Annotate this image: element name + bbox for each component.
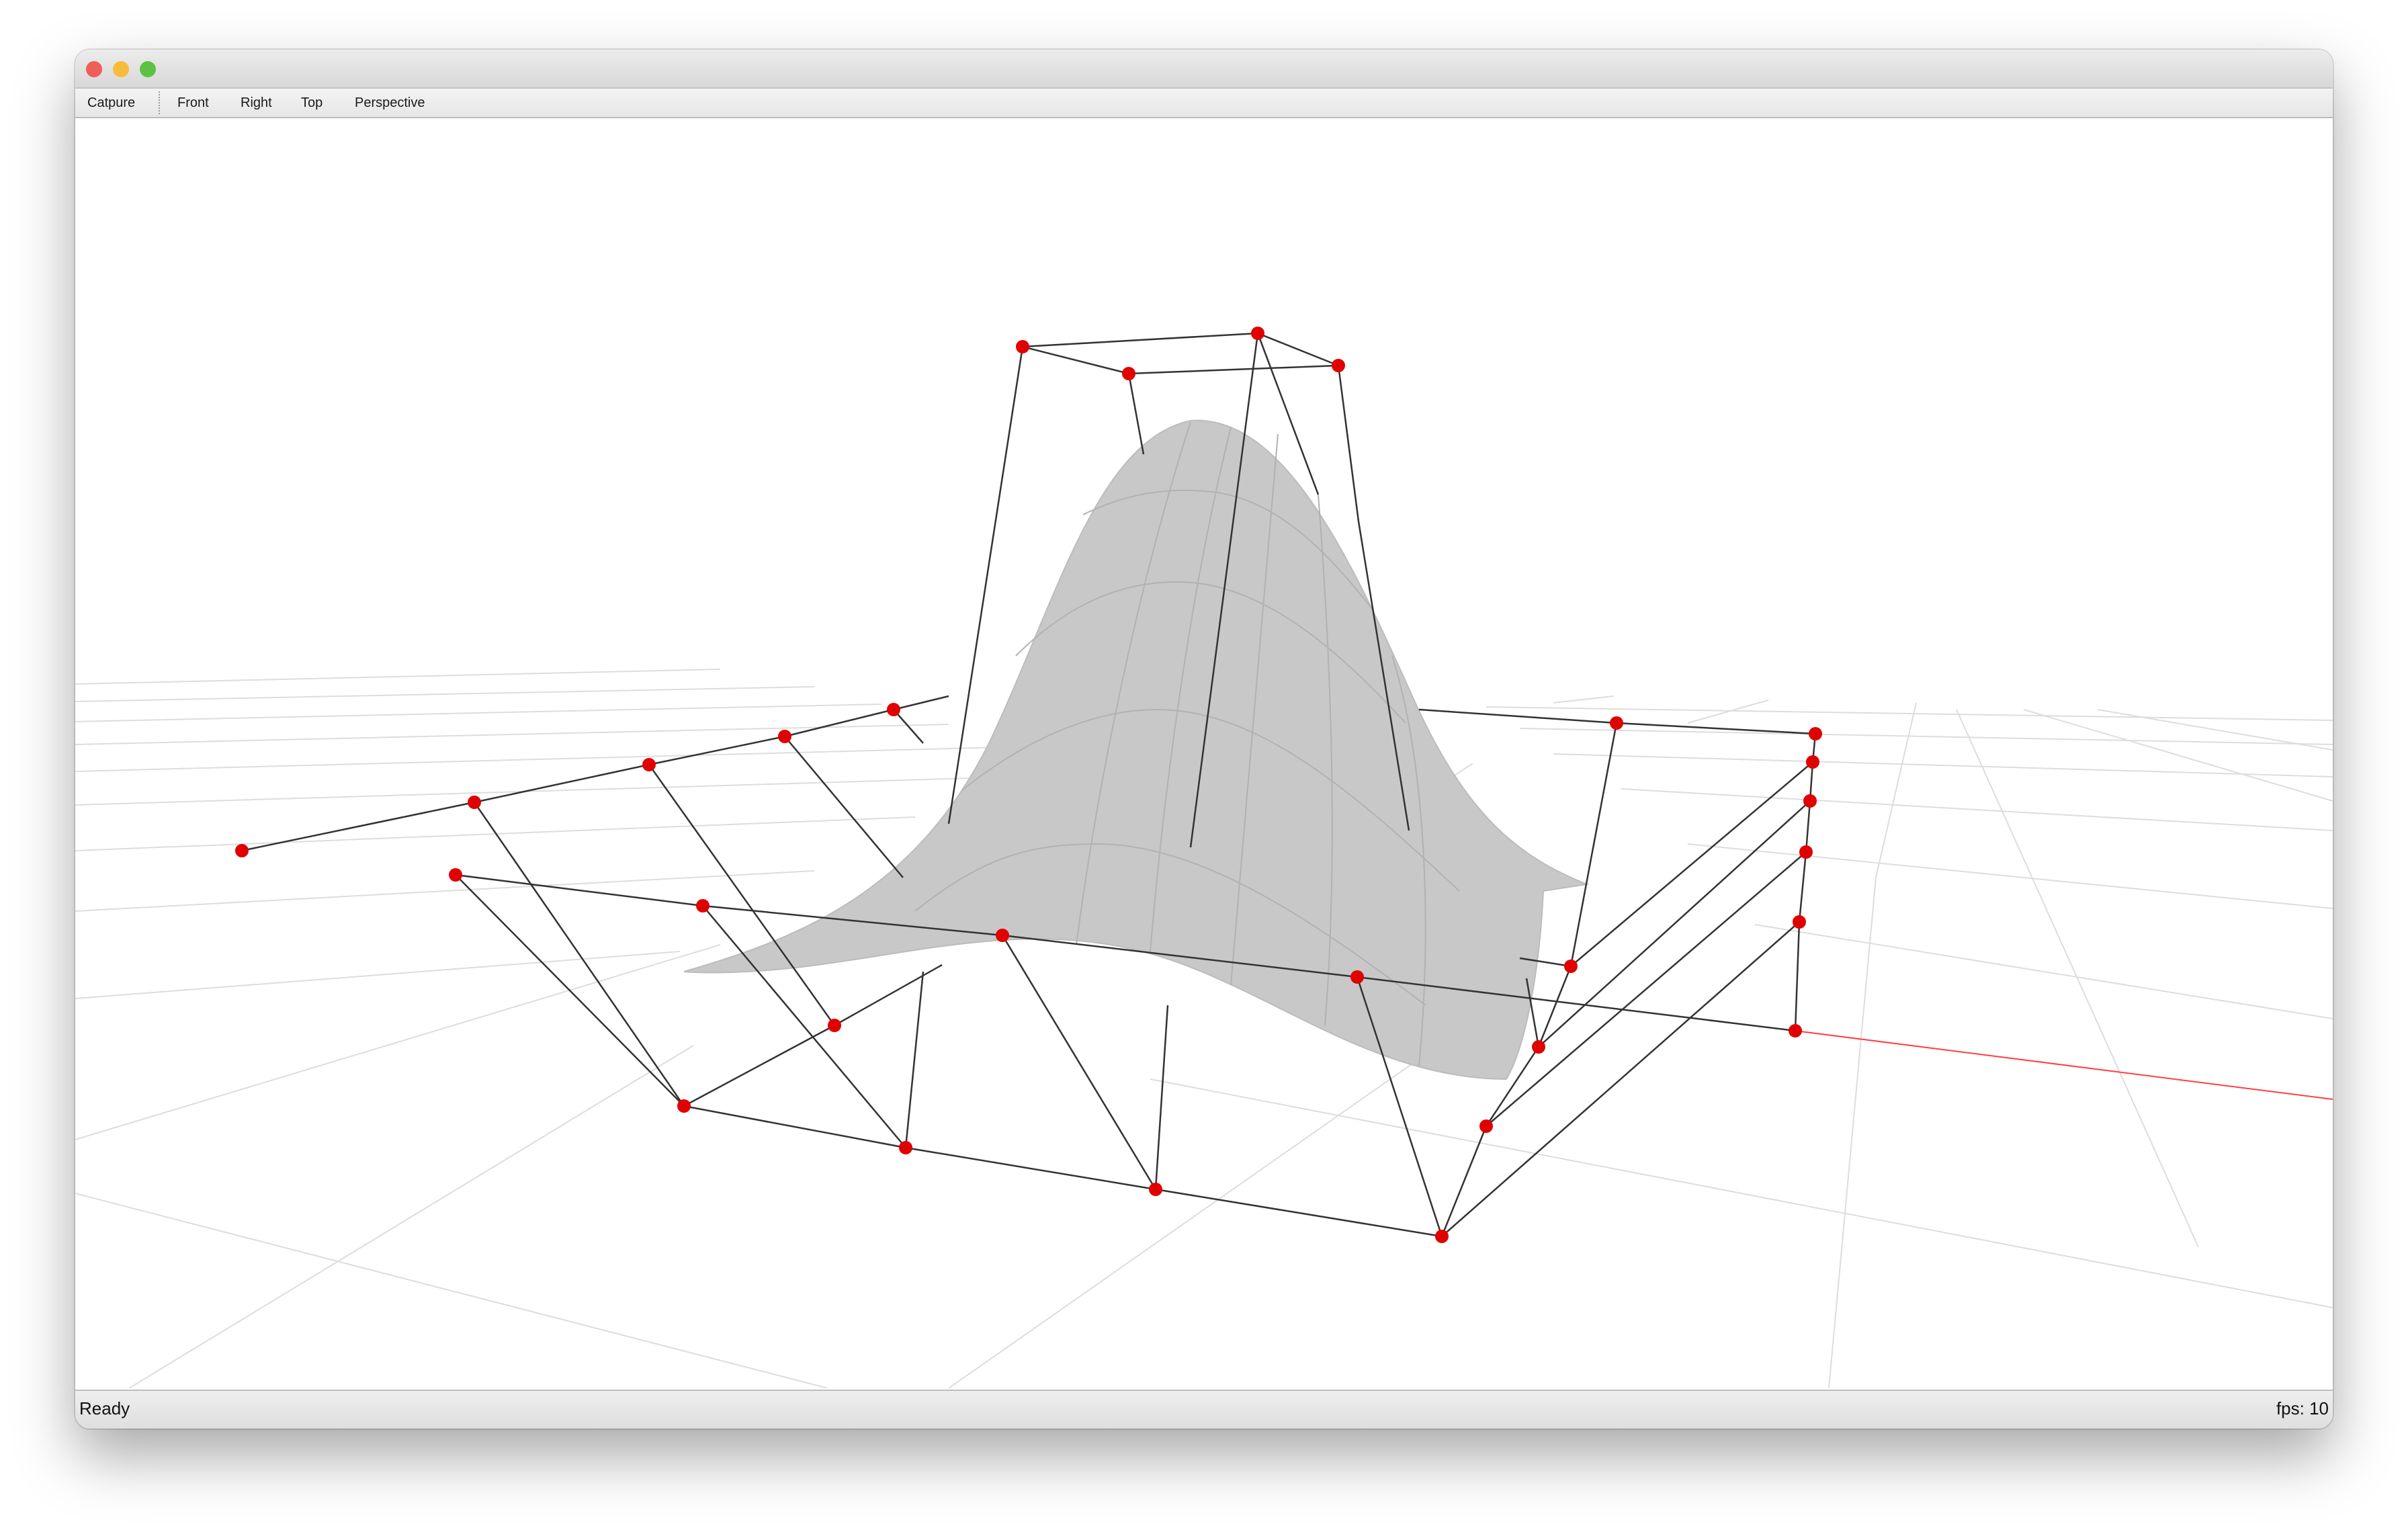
control-point[interactable] [642, 758, 656, 771]
control-point[interactable] [468, 796, 481, 809]
spline-surface[interactable] [683, 419, 1590, 1080]
ground-grid [75, 669, 2333, 1388]
control-point[interactable] [996, 929, 1009, 942]
control-points[interactable] [235, 327, 1822, 1243]
control-point[interactable] [1479, 1119, 1493, 1133]
control-point[interactable] [1789, 1024, 1802, 1037]
zoom-window-button[interactable] [140, 61, 156, 77]
status-text: Ready [79, 1398, 130, 1418]
toolbar-separator [159, 91, 160, 114]
control-point[interactable] [1435, 1230, 1449, 1243]
control-point[interactable] [449, 868, 462, 882]
fps-counter: fps: 10 [2276, 1398, 2329, 1418]
control-point[interactable] [235, 844, 249, 857]
control-point[interactable] [887, 703, 900, 716]
control-point[interactable] [1251, 327, 1264, 340]
control-net [241, 332, 1817, 1238]
control-point[interactable] [899, 1141, 912, 1154]
perspective-view-button[interactable]: Perspective [355, 95, 425, 110]
control-point[interactable] [1122, 367, 1135, 380]
close-window-button[interactable] [86, 61, 102, 77]
control-point[interactable] [1806, 755, 1819, 769]
control-point[interactable] [696, 899, 710, 912]
control-point[interactable] [1564, 960, 1578, 973]
control-point[interactable] [1793, 915, 1806, 929]
control-point[interactable] [778, 730, 791, 743]
x-axis-line [1795, 1030, 2333, 1100]
top-view-button[interactable]: Top [301, 95, 323, 110]
control-point[interactable] [1532, 1040, 1545, 1054]
control-point[interactable] [677, 1099, 691, 1113]
control-point[interactable] [1016, 340, 1029, 353]
right-view-button[interactable]: Right [241, 95, 272, 110]
control-point[interactable] [1149, 1183, 1162, 1196]
control-point[interactable] [1332, 359, 1345, 372]
front-view-button[interactable]: Front [177, 95, 209, 110]
minimize-window-button[interactable] [113, 61, 129, 77]
control-point[interactable] [1803, 794, 1817, 808]
scene-canvas[interactable] [75, 118, 2333, 1388]
3d-viewport[interactable] [75, 118, 2333, 1388]
title-bar [75, 50, 2333, 89]
control-point[interactable] [1610, 716, 1623, 730]
capture-button[interactable]: Catpure [87, 95, 136, 110]
control-point[interactable] [1350, 970, 1364, 984]
view-toolbar: Catpure Front Right Top Perspective [75, 89, 2333, 118]
control-point[interactable] [1799, 845, 1813, 859]
status-bar: Ready fps: 10 [75, 1390, 2333, 1429]
control-point[interactable] [1809, 727, 1822, 740]
control-point[interactable] [828, 1019, 841, 1032]
app-window: Catpure Front Right Top Perspective [75, 50, 2333, 1429]
